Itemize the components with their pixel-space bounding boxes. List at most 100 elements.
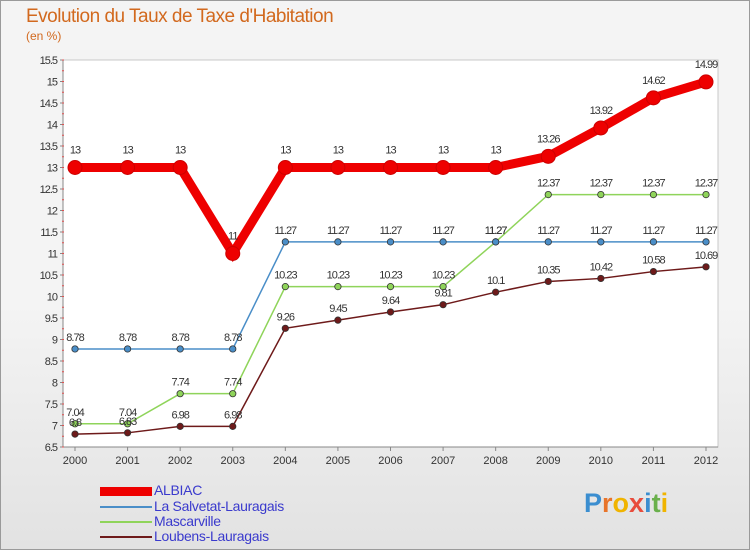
data-label: 13.26 <box>537 133 560 145</box>
data-point <box>544 238 552 246</box>
data-label: 11.27 <box>590 225 613 237</box>
data-label: 8.78 <box>119 332 137 344</box>
data-label: 11.27 <box>485 225 508 237</box>
data-label: 12.37 <box>537 178 560 190</box>
data-point <box>277 160 293 175</box>
data-point <box>229 390 237 398</box>
data-point <box>229 345 237 353</box>
y-tick-label: 15 <box>47 77 58 89</box>
data-point <box>71 430 79 438</box>
y-tick-label: 15.5 <box>40 55 58 67</box>
data-point <box>488 160 504 175</box>
data-label: 7.74 <box>224 377 242 389</box>
data-point <box>544 277 552 286</box>
series-lines <box>67 74 714 438</box>
legend-item: Mascarville <box>100 513 400 530</box>
data-label: 8.78 <box>224 332 242 344</box>
logo-letter: o <box>612 488 630 518</box>
data-point <box>281 238 289 246</box>
x-tick-label: 2005 <box>326 455 350 467</box>
data-point <box>225 246 241 261</box>
data-label: 7.04 <box>66 407 84 419</box>
x-tick-label: 2007 <box>431 455 455 467</box>
data-label: 10.1 <box>487 275 505 287</box>
y-tick-label: 8.5 <box>45 356 58 368</box>
chart-unit: (en %) <box>26 29 62 43</box>
x-tick-label: 2011 <box>642 455 666 467</box>
data-label: 13 <box>280 145 291 157</box>
data-label: 6.8 <box>69 417 82 429</box>
data-label: 13 <box>175 145 186 157</box>
y-tick-label: 12 <box>47 206 58 218</box>
legend-label: Loubens-Lauragais <box>154 528 269 544</box>
data-label: 10.23 <box>379 270 402 282</box>
logo-letter: i <box>644 488 652 518</box>
data-point <box>281 324 289 332</box>
data-point <box>540 148 556 164</box>
data-point <box>330 160 346 175</box>
y-tick-label: 11 <box>48 249 58 261</box>
y-tick-label: 11.5 <box>40 227 57 239</box>
data-point <box>386 238 395 246</box>
legend-item: Loubens-Lauragais <box>100 528 400 545</box>
legend-swatch <box>100 521 152 523</box>
data-label: 11.27 <box>485 225 508 237</box>
y-tick-label: 9 <box>52 335 58 347</box>
data-point <box>698 74 714 90</box>
data-label: 10.58 <box>642 255 665 267</box>
data-label: 11.27 <box>432 225 455 237</box>
data-label: 6.98 <box>171 409 189 421</box>
x-tick-label: 2000 <box>63 455 87 467</box>
legend-swatch <box>100 506 152 508</box>
data-point <box>645 90 661 106</box>
logo-letter: P <box>584 488 603 518</box>
y-tick-label: 12.5 <box>40 184 58 196</box>
data-point <box>176 422 184 430</box>
data-point <box>544 190 552 199</box>
data-point <box>123 420 132 428</box>
data-label: 11.27 <box>643 225 666 237</box>
x-tick-label: 2006 <box>378 455 402 467</box>
data-point <box>597 190 605 199</box>
data-point <box>120 160 136 175</box>
data-label: 10.23 <box>327 270 350 282</box>
data-point <box>439 283 447 291</box>
x-tick-label: 2008 <box>483 455 507 467</box>
data-point <box>597 274 605 283</box>
y-tick-label: 7 <box>52 421 58 433</box>
y-tick-label: 8 <box>52 378 58 390</box>
x-tick-label: 2003 <box>221 455 245 467</box>
data-point <box>334 316 342 324</box>
x-tick-label: 2009 <box>536 455 560 467</box>
legend-swatch <box>100 486 152 496</box>
data-label: 13 <box>70 145 81 157</box>
data-point <box>702 190 710 199</box>
data-label: 11.27 <box>537 225 560 237</box>
data-point <box>597 238 605 246</box>
data-label: 13 <box>438 145 449 157</box>
data-label: 14.62 <box>642 75 665 87</box>
data-point <box>492 238 500 246</box>
y-tick-label: 10.5 <box>40 270 58 282</box>
data-point <box>386 283 395 291</box>
data-point <box>702 238 710 246</box>
y-tick-label: 7.5 <box>45 399 58 411</box>
data-label: 11.27 <box>695 225 718 237</box>
data-label: 9.81 <box>434 288 452 300</box>
x-tick-label: 2001 <box>115 455 139 467</box>
y-tick-label: 6.5 <box>45 442 58 454</box>
data-label: 10.35 <box>537 264 560 276</box>
legend-label: Mascarville <box>154 513 221 529</box>
data-label: 13 <box>333 145 344 157</box>
data-label: 10.42 <box>590 261 613 273</box>
data-point <box>229 422 237 430</box>
data-point <box>435 160 451 175</box>
data-point <box>334 283 342 291</box>
data-point <box>172 160 188 175</box>
data-point <box>123 429 132 437</box>
data-point <box>334 238 342 246</box>
y-tick-label: 10 <box>47 292 58 304</box>
data-point <box>176 390 184 398</box>
legend-item: ALBIAC <box>100 482 400 499</box>
